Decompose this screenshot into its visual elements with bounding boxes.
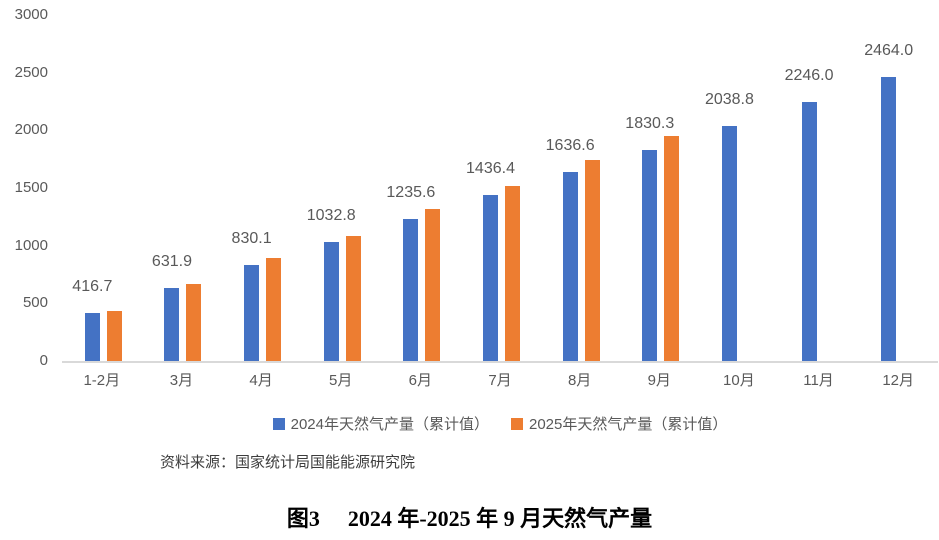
x-tick-label: 12月 — [882, 372, 915, 389]
bar-2024 — [244, 265, 260, 361]
bar-2024 — [84, 312, 100, 361]
bar-2025 — [266, 258, 282, 361]
bar-2024 — [881, 76, 897, 361]
y-tick-label: 1000 — [14, 236, 48, 254]
bar-2024 — [642, 149, 658, 361]
legend-swatch-icon — [272, 417, 285, 430]
figure-caption-label: 图3 — [286, 506, 320, 531]
y-tick-label: 3000 — [14, 6, 48, 23]
x-tick-label: 8月 — [567, 372, 592, 389]
bar-2024 — [164, 288, 180, 361]
bar-2025 — [505, 185, 520, 361]
y-tick-label: 0 — [39, 352, 48, 369]
x-tick-label: 7月 — [488, 372, 512, 389]
x-tick-label: 3月 — [169, 372, 194, 389]
legend-swatch-icon — [511, 417, 523, 430]
plot-area: 416.7 631.9 830.1 1032.8 1235.6 1436.4 1636.6 1… — [62, 15, 938, 363]
legend-label: 2025年天然气产量（累计值） — [529, 416, 728, 433]
bar-data-label: 2038.8 — [704, 90, 754, 108]
bar-data-label: 1436.4 — [466, 160, 515, 178]
bar-2025 — [345, 235, 361, 361]
legend-item-2024: 2024年天然气产量（累计值） — [272, 413, 489, 434]
bar-data-label: 1830.3 — [625, 114, 675, 132]
x-tick-label: 11月 — [803, 372, 834, 389]
bar-data-label: 2464.0 — [864, 41, 914, 59]
bar-2024 — [323, 241, 339, 361]
figure-caption-title: 2024 年-2025 年 9 月天然气产量 — [347, 506, 653, 531]
x-tick-label: 4月 — [249, 372, 273, 389]
figure-caption: 图3 2024 年-2025 年 9 月天然气产量 — [0, 501, 939, 533]
y-tick-label: 500 — [22, 294, 48, 312]
bar-2025 — [584, 159, 600, 361]
bar-2024 — [801, 101, 817, 361]
bar-2024 — [483, 195, 498, 361]
bar-2025 — [425, 209, 441, 361]
bar-data-label: 416.7 — [72, 277, 113, 295]
x-tick-label: 6月 — [408, 372, 433, 389]
bar-2025 — [186, 284, 202, 361]
source-note: 资料来源：国家统计局国能能源研究院 — [160, 455, 416, 471]
bar-2024 — [721, 125, 737, 361]
x-tick-label: 1-2月 — [83, 372, 121, 389]
y-tick-label: 1500 — [14, 179, 48, 196]
y-tick-label: 2500 — [14, 63, 48, 81]
bar-data-label: 631.9 — [151, 253, 192, 271]
bar-data-label: 2246.0 — [784, 66, 834, 84]
x-tick-label: 9月 — [647, 372, 671, 389]
bar-data-label: 1032.8 — [306, 206, 356, 224]
x-tick-label: 5月 — [329, 372, 353, 389]
x-tick-label: 10月 — [723, 372, 755, 389]
bar-data-label: 1235.6 — [386, 183, 436, 201]
legend-item-2025: 2025年天然气产量（累计值） — [511, 413, 727, 434]
bar-2024 — [403, 218, 419, 361]
bar-2025 — [664, 136, 680, 361]
legend-label: 2024年天然气产量（累计值） — [290, 416, 489, 433]
bar-2025 — [106, 310, 122, 361]
bar-2024 — [562, 172, 578, 361]
bar-data-label: 1636.6 — [545, 137, 595, 155]
bar-data-label: 830.1 — [231, 230, 272, 248]
y-tick-label: 2000 — [14, 121, 48, 139]
legend: 2024年天然气产量（累计值） 2025年天然气产量（累计值） — [62, 413, 938, 434]
